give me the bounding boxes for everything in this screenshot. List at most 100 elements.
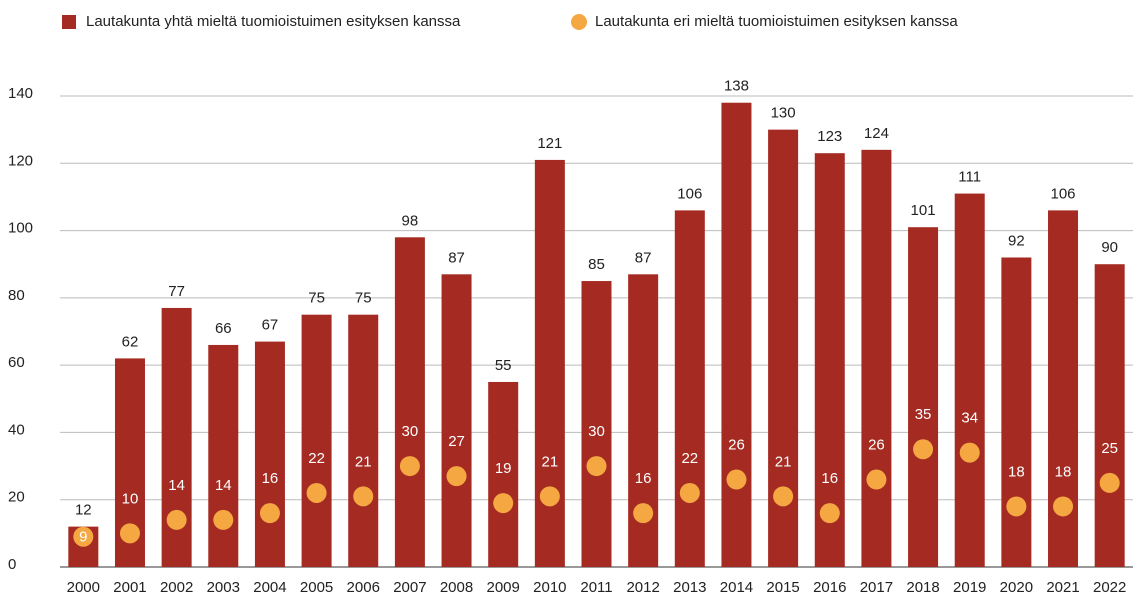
y-tick-label: 20 (8, 489, 25, 506)
dot-value-label: 14 (168, 477, 185, 494)
x-tick-label: 2018 (906, 579, 939, 596)
dot-value-label: 26 (868, 436, 885, 453)
dot (213, 509, 234, 530)
bar-value-label: 124 (864, 125, 889, 142)
x-tick-label: 2014 (720, 579, 753, 596)
dot (1099, 472, 1120, 493)
dot (819, 503, 840, 524)
bar (394, 237, 425, 568)
bar (861, 149, 892, 568)
dot-value-label: 18 (1008, 463, 1025, 480)
x-tick-label: 2007 (393, 579, 426, 596)
bar-value-label: 87 (448, 249, 465, 266)
dot (1053, 496, 1074, 517)
dot-value-label: 25 (1101, 440, 1118, 457)
dot-value-label: 18 (1055, 463, 1072, 480)
bar (441, 274, 472, 567)
dot (166, 509, 187, 530)
dot-value-label: 16 (262, 470, 279, 487)
bar (814, 153, 845, 567)
dot-value-label: 21 (355, 453, 372, 470)
bar-value-label: 138 (724, 78, 749, 95)
legend-label: Lautakunta eri mieltä tuomioistuimen esi… (595, 13, 958, 30)
x-tick-label: 2013 (673, 579, 706, 596)
bar-value-label: 98 (402, 212, 419, 229)
bar-value-label: 75 (308, 290, 325, 307)
x-tick-label: 2009 (487, 579, 520, 596)
dot-value-label: 9 (79, 529, 87, 546)
dot (633, 503, 654, 524)
bar-value-label: 92 (1008, 232, 1025, 249)
bar-value-label: 75 (355, 290, 372, 307)
bar (488, 381, 519, 567)
dot-value-label: 26 (728, 436, 745, 453)
dot-value-label: 30 (402, 423, 419, 440)
dot-value-label: 19 (495, 460, 512, 477)
x-tick-label: 2006 (347, 579, 380, 596)
bar-value-label: 85 (588, 256, 605, 273)
dot-value-label: 16 (635, 470, 652, 487)
dot (913, 439, 934, 460)
bar-value-label: 67 (262, 317, 279, 334)
y-tick-label: 60 (8, 354, 25, 371)
dot (679, 482, 700, 503)
bar-value-label: 62 (122, 333, 139, 350)
x-tick-label: 2016 (813, 579, 846, 596)
x-tick-label: 2020 (1000, 579, 1033, 596)
x-tick-label: 2012 (626, 579, 659, 596)
x-tick-label: 2004 (253, 579, 286, 596)
bar (254, 341, 285, 567)
x-tick-label: 2019 (953, 579, 986, 596)
legend-label: Lautakunta yhtä mieltä tuomioistuimen es… (86, 13, 461, 30)
bar-value-label: 101 (911, 202, 936, 219)
dot (866, 469, 887, 490)
x-tick-label: 2021 (1046, 579, 1079, 596)
bar (348, 314, 379, 567)
x-tick-label: 2000 (67, 579, 100, 596)
legend-swatch (62, 15, 76, 29)
y-tick-label: 0 (8, 556, 16, 573)
dot-value-label: 34 (961, 410, 978, 427)
bar-value-label: 121 (537, 135, 562, 152)
legend-swatch (571, 14, 587, 30)
x-tick-label: 2022 (1093, 579, 1126, 596)
x-tick-label: 2017 (860, 579, 893, 596)
bar-value-label: 77 (168, 283, 185, 300)
dot (493, 493, 514, 514)
dot (773, 486, 794, 507)
bar (301, 314, 332, 567)
dot (539, 486, 560, 507)
y-tick-label: 120 (8, 152, 33, 169)
dot (73, 526, 94, 547)
dot-value-label: 10 (122, 490, 139, 507)
dot (1006, 496, 1027, 517)
x-tick-label: 2002 (160, 579, 193, 596)
bar (581, 281, 612, 567)
dot-value-label: 35 (915, 406, 932, 423)
y-tick-label: 100 (8, 220, 33, 237)
dot-value-label: 22 (308, 450, 325, 467)
dot (119, 523, 140, 544)
dot (259, 503, 280, 524)
dot-value-label: 21 (775, 453, 792, 470)
dot-value-label: 22 (681, 450, 698, 467)
bar (208, 344, 239, 567)
x-tick-label: 2003 (207, 579, 240, 596)
bar-value-label: 66 (215, 320, 232, 337)
y-tick-label: 140 (8, 85, 33, 102)
dot (306, 482, 327, 503)
dot (446, 466, 467, 487)
bar-value-label: 106 (677, 185, 702, 202)
x-tick-label: 2010 (533, 579, 566, 596)
x-tick-label: 2015 (766, 579, 799, 596)
dot-value-label: 27 (448, 433, 465, 450)
dot (399, 456, 420, 477)
bar (1094, 264, 1125, 567)
x-tick-label: 2001 (113, 579, 146, 596)
dot (353, 486, 374, 507)
bar (721, 102, 752, 567)
dot-value-label: 14 (215, 477, 232, 494)
dot-value-label: 30 (588, 423, 605, 440)
bar-value-label: 106 (1051, 185, 1076, 202)
